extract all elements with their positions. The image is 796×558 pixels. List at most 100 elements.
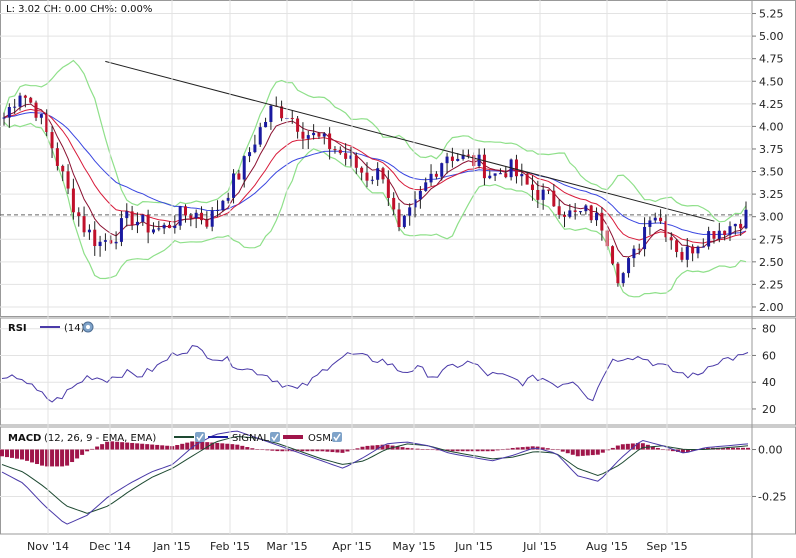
x-tick-label: Jun '15 [454,540,493,553]
osma-bar [325,449,330,452]
osma-bar [190,441,195,450]
osma-bar [730,447,735,450]
osma-bar [705,447,710,450]
candle-body [157,228,161,230]
osma-bar [165,445,170,450]
price-tick-label: 3.50 [759,166,784,179]
osma-bar [120,442,125,450]
osma-bar [20,449,25,460]
osma-bar [655,447,660,450]
price-tick-label: 2.00 [759,301,784,314]
candle-body [103,240,107,242]
candle-body [82,216,86,233]
candle-body [29,97,33,103]
settings-icon[interactable] [82,321,94,333]
osma-bar [660,449,665,451]
osma-bar [685,449,690,452]
candle-body [450,156,454,161]
macd-header: MACD (12, 26, 9 - EMA, EMA) SIGNAL OSMA [8,432,342,444]
candle-body [77,212,81,217]
candle-body [392,197,396,210]
quote-readout: L: 3.02 CH: 0.00 CH%: 0.00% [6,4,152,15]
candle-body [595,212,599,221]
candle-body [50,132,54,149]
osma-bar [265,449,270,451]
osma-bar [570,449,575,455]
candle-body [45,114,49,133]
candle-body [675,240,679,252]
checkbox-icon[interactable] [332,432,342,442]
osma-bar [400,447,405,450]
osma-bar [10,449,15,458]
candle-body [440,163,444,177]
osma-bar [635,443,640,450]
price-tick-label: 5.25 [759,8,784,21]
osma-bar [185,442,190,450]
candle-body [664,221,668,238]
candle-body [723,230,727,236]
signal-label: SIGNAL [232,433,269,444]
osma-bar [345,449,350,452]
rsi-line [1,345,749,403]
osma-bar [620,444,625,450]
osma-bar [220,443,225,450]
osma-bar [315,449,320,452]
osma-bar [270,449,275,451]
osma-bar [240,445,245,450]
candle-body [317,132,321,137]
candle-body [264,121,268,128]
candle-body [498,173,502,175]
signal-line [1,430,749,525]
osma-bar [480,449,485,452]
osma-bar [125,442,130,450]
candle-body [296,118,300,132]
osma-bar [405,447,410,450]
candle-body [248,152,252,157]
candle-body [696,246,700,254]
osma-bar [360,446,365,450]
osma-bar [45,449,50,467]
candle-body [418,190,422,200]
osma-bar [300,449,305,452]
candle-body [61,165,65,172]
candle-body [242,156,246,180]
price-tick-label: 5.00 [759,30,784,43]
candle-body [546,189,550,191]
candle-body [269,105,273,122]
osma-bar [55,449,60,467]
candle-body [536,189,540,200]
osma-bar [250,448,255,450]
candle-body [151,229,155,233]
candle-body [386,179,390,198]
osma-bar [465,449,470,452]
x-tick-label: Jan '15 [152,540,190,553]
candle-body [707,231,711,247]
osma-bar [560,449,565,452]
osma-bar [95,446,100,450]
candle-body [349,155,353,159]
candle-body [280,106,284,119]
candle-body [659,217,663,222]
candle-body [563,214,567,217]
osma-bar [445,449,450,452]
rsi-param: (14) [64,323,85,334]
candle-body [162,224,166,229]
checkbox-icon[interactable] [195,432,205,442]
osma-bar [80,449,85,455]
candle-body [98,241,102,247]
osma-bar [60,449,65,467]
osma-bar [280,449,285,452]
checkbox-icon[interactable] [270,432,280,442]
osma-bar [420,449,425,450]
candle-body [66,171,70,189]
osma-bar [245,447,250,450]
osma-bar [40,449,45,466]
candle-body [488,175,492,179]
candle-body [493,173,497,176]
macd-tick-label: 0.00 [758,444,783,457]
rsi-panel: 20 40 60 80 [0,317,796,426]
candle-body [680,251,684,260]
candle-body [477,154,481,167]
rsi-tick-label: 40 [762,376,776,389]
